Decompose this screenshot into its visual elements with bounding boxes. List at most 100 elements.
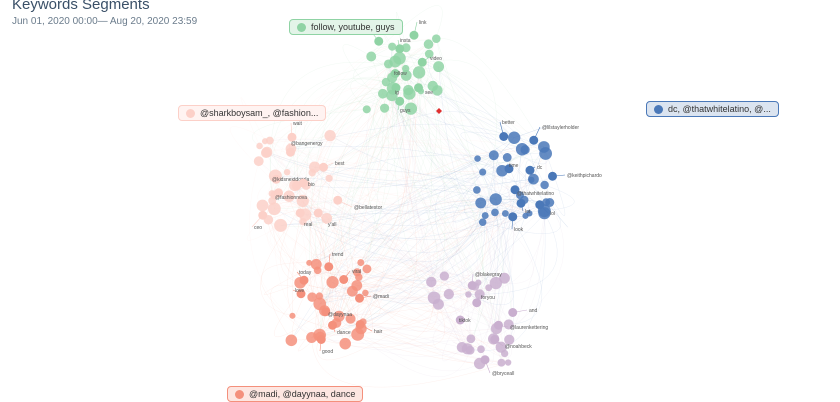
keyword-node[interactable] bbox=[325, 175, 332, 182]
keyword-node[interactable] bbox=[528, 177, 534, 183]
keyword-node[interactable] bbox=[254, 156, 264, 166]
keyword-node[interactable] bbox=[477, 345, 485, 353]
keyword-node[interactable] bbox=[462, 343, 473, 354]
keyword-node[interactable] bbox=[490, 335, 499, 344]
keyword-node[interactable] bbox=[284, 169, 290, 175]
keyword-node[interactable] bbox=[424, 39, 434, 49]
keyword-node[interactable] bbox=[501, 350, 508, 357]
keyword-node[interactable] bbox=[382, 78, 390, 86]
keyword-node[interactable] bbox=[545, 198, 554, 207]
keyword-node[interactable] bbox=[289, 313, 295, 319]
keyword-node[interactable] bbox=[362, 290, 369, 297]
keyword-node[interactable] bbox=[311, 259, 322, 270]
keyword-node[interactable] bbox=[418, 58, 427, 67]
keyword-node[interactable] bbox=[300, 276, 309, 285]
keyword-node[interactable] bbox=[314, 209, 323, 218]
keyword-node[interactable] bbox=[326, 276, 338, 288]
keyword-node[interactable] bbox=[410, 31, 419, 40]
keyword-node[interactable] bbox=[440, 271, 449, 280]
keyword-node[interactable] bbox=[395, 44, 404, 53]
keyword-node[interactable] bbox=[261, 148, 271, 158]
segment-legend-pink[interactable]: @sharkboysam_, @fashion... bbox=[178, 105, 326, 121]
keyword-node[interactable] bbox=[444, 289, 454, 299]
keyword-node[interactable] bbox=[286, 335, 298, 347]
keyword-node[interactable] bbox=[393, 52, 406, 65]
keyword-node[interactable] bbox=[324, 130, 335, 141]
keyword-node[interactable] bbox=[502, 210, 509, 217]
keyword-node[interactable] bbox=[414, 83, 423, 92]
keyword-node[interactable] bbox=[503, 153, 512, 162]
keyword-node[interactable] bbox=[363, 105, 371, 113]
keyword-node[interactable] bbox=[355, 294, 364, 303]
keyword-node[interactable] bbox=[258, 211, 267, 220]
keyword-node[interactable] bbox=[473, 186, 481, 194]
keyword-node[interactable] bbox=[526, 166, 535, 175]
keyword-node[interactable] bbox=[428, 291, 441, 304]
keyword-node[interactable] bbox=[539, 147, 552, 160]
keyword-node[interactable] bbox=[339, 275, 348, 284]
keyword-node[interactable] bbox=[508, 212, 517, 221]
keyword-node[interactable] bbox=[257, 200, 269, 212]
keyword-node[interactable] bbox=[433, 61, 444, 72]
keyword-node[interactable] bbox=[328, 321, 337, 330]
keyword-node[interactable] bbox=[395, 97, 404, 106]
keyword-node[interactable] bbox=[319, 163, 328, 172]
keyword-node[interactable] bbox=[548, 172, 557, 181]
keyword-node[interactable] bbox=[468, 281, 477, 290]
keyword-node[interactable] bbox=[324, 262, 333, 271]
keyword-node[interactable] bbox=[497, 359, 505, 367]
keyword-node[interactable] bbox=[535, 200, 544, 209]
keyword-node[interactable] bbox=[508, 132, 520, 144]
keyword-node[interactable] bbox=[363, 264, 372, 273]
keyword-node[interactable] bbox=[356, 320, 365, 329]
keyword-node[interactable] bbox=[479, 218, 487, 226]
keyword-node[interactable] bbox=[388, 43, 396, 51]
keyword-node[interactable] bbox=[426, 277, 436, 287]
keyword-node[interactable] bbox=[475, 197, 486, 208]
keyword-node[interactable] bbox=[268, 202, 281, 215]
keyword-node[interactable] bbox=[316, 292, 323, 299]
keyword-node[interactable] bbox=[508, 308, 517, 317]
keyword-node[interactable] bbox=[529, 136, 538, 145]
keyword-node[interactable] bbox=[472, 298, 481, 307]
keyword-node[interactable] bbox=[403, 88, 415, 100]
keyword-node[interactable] bbox=[474, 155, 481, 162]
keyword-node[interactable] bbox=[286, 148, 295, 157]
keyword-node[interactable] bbox=[339, 338, 351, 350]
keyword-node[interactable] bbox=[357, 259, 364, 266]
keyword-node[interactable] bbox=[347, 286, 358, 297]
keyword-node[interactable] bbox=[266, 137, 274, 145]
keyword-node[interactable] bbox=[384, 59, 393, 68]
keyword-node[interactable] bbox=[494, 321, 503, 330]
keyword-node[interactable] bbox=[485, 284, 492, 291]
keyword-node[interactable] bbox=[333, 196, 342, 205]
keyword-node[interactable] bbox=[479, 169, 486, 176]
keyword-node[interactable] bbox=[482, 212, 489, 219]
keyword-node[interactable] bbox=[491, 209, 499, 217]
segment-legend-green[interactable]: follow, youtube, guys bbox=[289, 19, 403, 35]
keyword-node[interactable] bbox=[380, 104, 389, 113]
keyword-node[interactable] bbox=[317, 335, 326, 344]
keyword-node[interactable] bbox=[378, 89, 388, 99]
keyword-node[interactable] bbox=[489, 150, 499, 160]
keyword-node[interactable] bbox=[432, 34, 441, 43]
keyword-node[interactable] bbox=[366, 52, 376, 62]
keyword-node[interactable] bbox=[256, 143, 263, 150]
keyword-node[interactable] bbox=[465, 291, 471, 297]
segment-legend-blue[interactable]: dc, @thatwhitelatino, @... bbox=[646, 101, 779, 117]
keyword-node[interactable] bbox=[517, 199, 526, 208]
keyword-node[interactable] bbox=[274, 219, 287, 232]
keyword-node[interactable] bbox=[309, 162, 320, 173]
keyword-node[interactable] bbox=[296, 209, 305, 218]
keyword-node[interactable] bbox=[490, 193, 502, 205]
keyword-node[interactable] bbox=[374, 37, 383, 46]
keyword-node[interactable] bbox=[413, 66, 425, 78]
keyword-node[interactable] bbox=[351, 328, 364, 341]
keyword-node[interactable] bbox=[481, 355, 490, 364]
keyword-node[interactable] bbox=[516, 143, 528, 155]
keyword-node[interactable] bbox=[467, 334, 476, 343]
keyword-node[interactable] bbox=[299, 179, 308, 188]
keyword-node[interactable] bbox=[540, 181, 548, 189]
keyword-node[interactable] bbox=[505, 359, 511, 365]
